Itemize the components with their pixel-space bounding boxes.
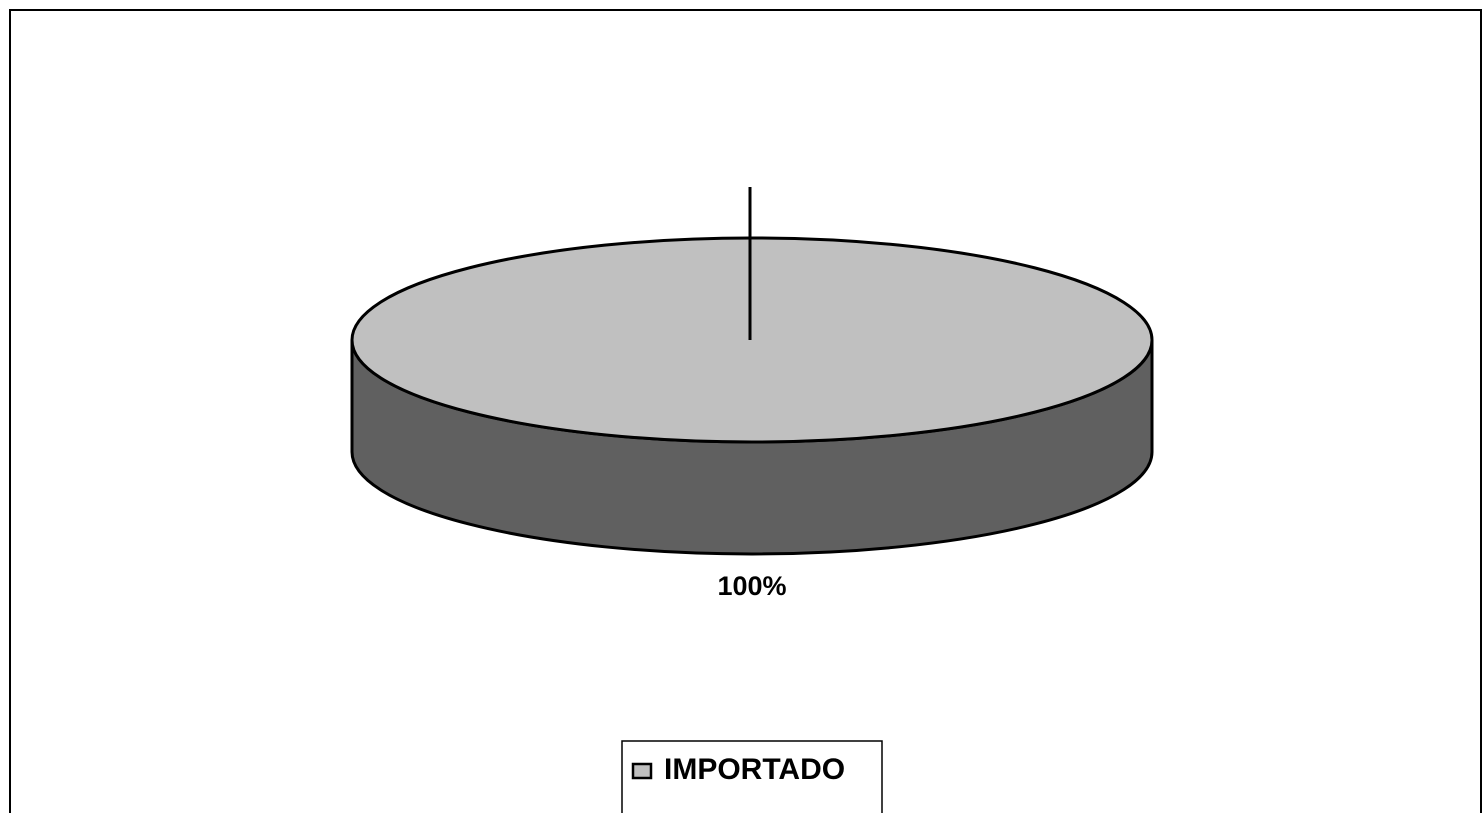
legend-label: IMPORTADO bbox=[664, 753, 845, 786]
legend-box bbox=[621, 740, 883, 813]
data-label: 100% bbox=[717, 571, 786, 601]
pie-slice bbox=[350, 236, 1154, 444]
legend-swatch bbox=[631, 762, 653, 780]
